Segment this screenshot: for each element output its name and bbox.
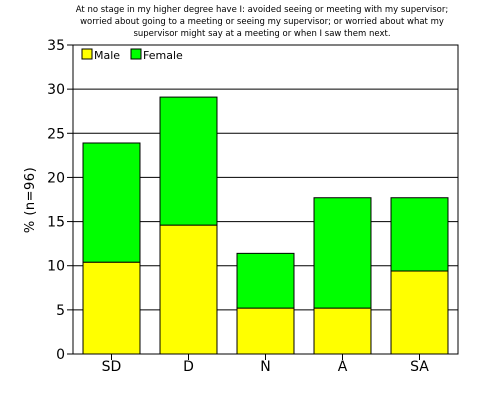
y-tick-label-5: 5 xyxy=(56,303,65,319)
plot-frame xyxy=(72,44,459,355)
x-tick-label-sa: SA xyxy=(410,359,429,375)
bar-d-female xyxy=(159,96,218,226)
y-tick-label-25: 25 xyxy=(47,126,65,142)
legend-label-female: Female xyxy=(143,49,183,62)
y-tick-label-35: 35 xyxy=(47,38,65,54)
legend-swatch-male xyxy=(81,48,93,60)
legend: Male Female xyxy=(81,48,183,62)
chart-title-line-3: supervisor might say at a meeting or whe… xyxy=(133,29,390,39)
bar-n-male xyxy=(236,307,295,355)
bar-sd-male xyxy=(82,261,141,355)
x-tick-label-a: A xyxy=(338,359,348,375)
chart-title: At no stage in my higher degree have I: … xyxy=(76,5,448,39)
legend-swatch-female xyxy=(130,48,142,60)
bar-sa-female xyxy=(390,197,449,272)
legend-label-male: Male xyxy=(94,49,120,62)
axes: 0 5 10 15 20 25 30 35 SD D N A SA xyxy=(47,38,459,375)
bar-a-female xyxy=(313,197,372,309)
bar-a-male xyxy=(313,307,372,355)
bar-sd-female xyxy=(82,142,141,263)
bar-d-male xyxy=(159,224,218,355)
x-tick-label-sd: SD xyxy=(102,359,122,375)
bar-sa-male xyxy=(390,270,449,355)
x-tick-label-n: N xyxy=(260,359,270,375)
bar-n-female xyxy=(236,252,295,309)
chart-title-line-2: worried about going to a meeting or seei… xyxy=(80,17,444,27)
y-tick-label-30: 30 xyxy=(47,82,65,98)
y-tick-label-0: 0 xyxy=(56,347,65,363)
y-tick-label-15: 15 xyxy=(47,215,65,231)
y-tick-label-20: 20 xyxy=(47,170,65,186)
bars xyxy=(82,96,449,355)
y-axis-title: % (n=96) xyxy=(23,167,38,233)
y-tick-label-10: 10 xyxy=(47,259,65,275)
x-tick-label-d: D xyxy=(183,359,194,375)
chart-title-line-1: At no stage in my higher degree have I: … xyxy=(76,5,448,15)
